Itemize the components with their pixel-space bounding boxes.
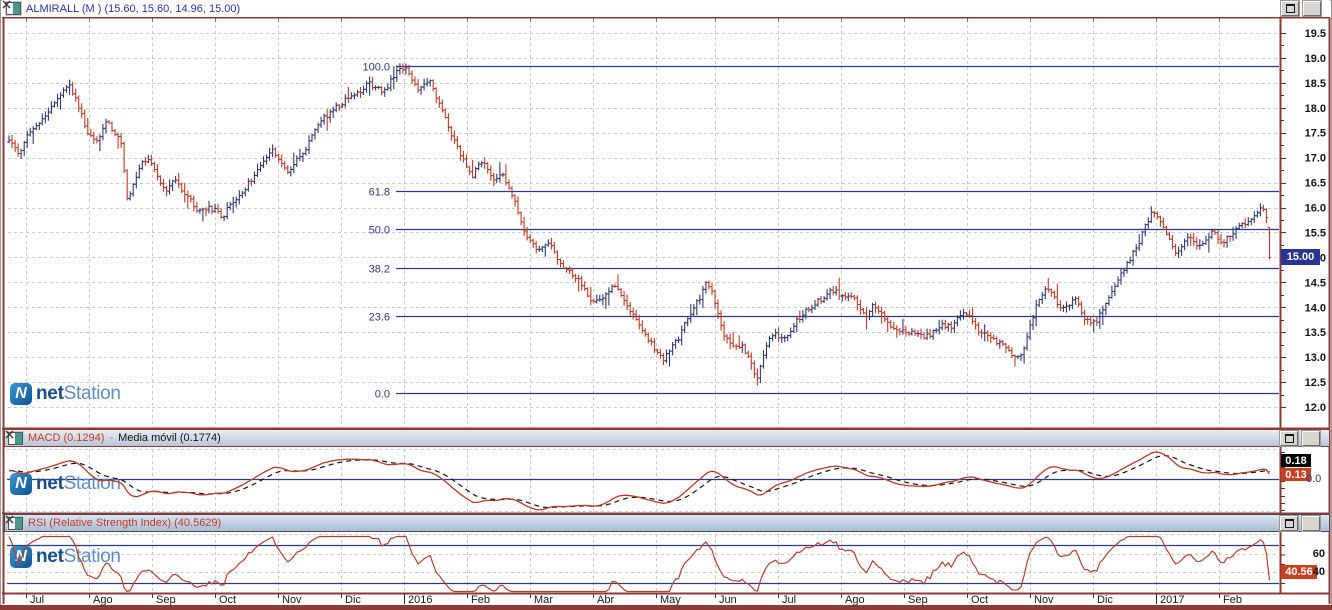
svg-text:19.0: 19.0 <box>1305 53 1326 65</box>
netstation-watermark: N netStation <box>10 383 121 405</box>
netstation-logo-icon: N <box>10 546 32 568</box>
rsi-line[interactable] <box>8 535 1271 593</box>
price-bars[interactable] <box>7 63 1272 386</box>
svg-text:Abr: Abr <box>597 594 614 606</box>
svg-text:50.0: 50.0 <box>369 225 390 237</box>
chart-window-icon <box>6 2 21 15</box>
netstation-watermark: N netStation <box>10 546 121 568</box>
svg-text:12.5: 12.5 <box>1305 377 1326 389</box>
close-icon <box>5 515 14 524</box>
svg-text:Ago: Ago <box>845 594 865 606</box>
svg-text:Nov: Nov <box>1034 594 1054 606</box>
netstation-watermark: N netStation <box>10 473 121 495</box>
maximize-icon <box>1284 433 1294 443</box>
svg-text:Feb: Feb <box>471 594 490 606</box>
svg-text:19.5: 19.5 <box>1305 28 1326 40</box>
macd-title: MACD (0.1294) <box>28 432 105 444</box>
close-button[interactable] <box>5 515 1320 531</box>
rsi-panel-icon <box>8 516 23 530</box>
svg-text:17.0: 17.0 <box>1305 153 1326 165</box>
time-axis[interactable]: Jul Ago Sep Oct Nov Dic 2016 Feb Mar Abr May Jun Jul… <box>26 594 1242 606</box>
grid-lines <box>7 18 1279 592</box>
maximize-button[interactable] <box>1280 430 1298 446</box>
logo-text-bold: net <box>36 383 64 404</box>
close-button[interactable] <box>2 0 1321 16</box>
fibonacci-retracement[interactable]: 100.0 61.8 50.0 38.2 23.6 0.0 <box>362 62 1279 401</box>
close-icon <box>5 430 14 439</box>
rsi-axis-label-40: 40 <box>1312 566 1325 578</box>
macd-value-badge: 0.13 <box>1281 468 1311 481</box>
svg-text:Ago: Ago <box>93 594 113 606</box>
panel-borders <box>0 16 1332 610</box>
svg-text:Jul: Jul <box>782 594 796 606</box>
svg-text:100.0: 100.0 <box>362 62 390 74</box>
window-title: ALMIRALL (M ) (15.60, 15.60, 14.96, 15.0… <box>26 2 241 15</box>
svg-text:Oct: Oct <box>219 594 236 606</box>
netstation-logo-icon: N <box>10 473 32 495</box>
svg-text:Nov: Nov <box>282 594 302 606</box>
maximize-button[interactable] <box>1280 515 1298 531</box>
svg-text:18.0: 18.0 <box>1305 103 1326 115</box>
svg-text:0.0: 0.0 <box>375 389 390 401</box>
svg-text:15.5: 15.5 <box>1305 227 1326 239</box>
rsi-panel-header[interactable]: RSI (Relative Strength Index) (40.5629) <box>4 514 1330 532</box>
maximize-icon <box>1285 4 1295 13</box>
svg-text:61.8: 61.8 <box>369 187 390 199</box>
macd-lines[interactable] <box>8 451 1271 511</box>
rsi-axis-label-60: 60 <box>1312 548 1325 560</box>
svg-text:Mar: Mar <box>534 594 553 606</box>
macd-zero-axis-label: 0.0 <box>1306 473 1322 485</box>
close-button[interactable] <box>5 430 1320 446</box>
svg-text:18.5: 18.5 <box>1305 78 1326 90</box>
svg-text:17.5: 17.5 <box>1305 128 1326 140</box>
maximize-icon <box>1284 518 1294 528</box>
svg-text:16.5: 16.5 <box>1305 178 1326 190</box>
svg-text:2016: 2016 <box>408 594 432 606</box>
last-price-badge: 15.00 <box>1281 249 1320 265</box>
price-axis[interactable]: 19.5 19.0 18.5 18.0 17.5 17.0 16.5 16.0 15.5 15.0… <box>1281 28 1326 414</box>
macd-signal-value-badge: 0.18 <box>1281 454 1311 467</box>
rsi-value-badge: 40.56 <box>1281 565 1317 579</box>
svg-text:12.0: 12.0 <box>1305 402 1326 414</box>
macd-title-separator: - <box>109 432 114 444</box>
close-icon <box>2 0 11 9</box>
macd-panel-icon <box>8 431 23 445</box>
svg-text:Jul: Jul <box>30 594 44 606</box>
svg-text:Sep: Sep <box>156 594 176 606</box>
svg-text:38.2: 38.2 <box>369 264 390 276</box>
macd-signal-title: Media móvil (0.1774) <box>118 432 221 444</box>
svg-text:Dic: Dic <box>345 594 361 606</box>
svg-text:Sep: Sep <box>908 594 928 606</box>
svg-text:14.5: 14.5 <box>1305 277 1326 289</box>
window-titlebar[interactable]: ALMIRALL (M ) (15.60, 15.60, 14.96, 15.0… <box>2 0 1330 17</box>
svg-text:23.6: 23.6 <box>369 312 390 324</box>
svg-text:Jun: Jun <box>719 594 737 606</box>
macd-panel-header[interactable]: MACD (0.1294) - Media móvil (0.1774) <box>4 429 1330 447</box>
logo-text-light: Station <box>63 383 121 404</box>
svg-text:2017: 2017 <box>1160 594 1184 606</box>
maximize-button[interactable] <box>1281 1 1299 16</box>
svg-text:Feb: Feb <box>1223 594 1242 606</box>
netstation-logo-icon: N <box>10 383 32 405</box>
svg-text:Oct: Oct <box>971 594 988 606</box>
svg-text:14.0: 14.0 <box>1305 302 1326 314</box>
svg-text:13.5: 13.5 <box>1305 327 1326 339</box>
svg-text:16.0: 16.0 <box>1305 203 1326 215</box>
rsi-title: RSI (Relative Strength Index) (40.5629) <box>28 517 222 529</box>
svg-text:13.0: 13.0 <box>1305 352 1326 364</box>
svg-text:Dic: Dic <box>1097 594 1113 606</box>
svg-text:May: May <box>660 594 681 606</box>
